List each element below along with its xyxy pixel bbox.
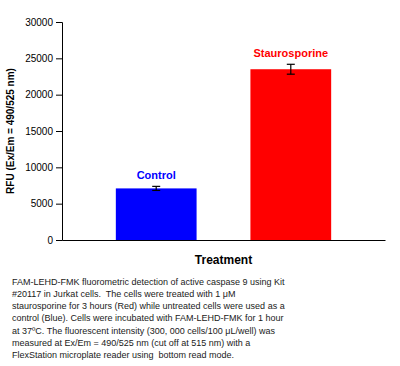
y-tick: 0 [47, 235, 62, 246]
x-axis-line [63, 240, 386, 241]
x-axis-title: Treatment [195, 253, 252, 267]
y-tick-mark [56, 58, 62, 59]
y-tick-label: 5000 [31, 198, 54, 209]
chart: 0 5000 10000 15000 20000 25000 30000 Control Sta… [0, 0, 400, 272]
y-tick: 15000 [25, 126, 62, 137]
y-tick: 10000 [25, 162, 62, 173]
category-label: Staurosporine [254, 47, 329, 59]
plot: 0 5000 10000 15000 20000 25000 30000 Control Sta… [25, 17, 385, 246]
error-bar-cap [287, 74, 295, 75]
error-bar-cap [152, 186, 160, 187]
marks [116, 64, 331, 240]
error-bar-stem [156, 186, 157, 190]
bar [116, 188, 197, 240]
error-bar-cap [287, 64, 295, 65]
y-axis-title: RFU (Ex/Em = 490/525 nm) [5, 68, 16, 194]
y-tick-mark [56, 131, 62, 132]
error-bar [287, 64, 295, 74]
y-tick-label: 20000 [25, 89, 53, 100]
error-bar-stem [290, 64, 291, 74]
y-tick-label: 30000 [25, 17, 53, 28]
y-tick-mark [56, 167, 62, 168]
y-tick-label: 15000 [25, 126, 53, 137]
error-bar [152, 186, 160, 190]
bar [250, 69, 331, 240]
y-tick-label: 10000 [25, 162, 53, 173]
y-tick: 20000 [25, 89, 62, 100]
y-tick-mark [56, 95, 62, 96]
y-tick: 30000 [25, 17, 62, 28]
y-axis: 0 5000 10000 15000 20000 25000 30000 [25, 17, 62, 246]
y-tick-label: 25000 [25, 53, 53, 64]
caption: FAM-LEHD-FMK fluorometric detection of a… [12, 276, 392, 361]
error-bar-cap [152, 190, 160, 191]
y-axis-line [56, 23, 63, 241]
y-tick: 5000 [31, 198, 62, 209]
y-tick: 25000 [25, 53, 62, 64]
y-tick-mark [56, 22, 62, 23]
x-axis [63, 240, 386, 241]
y-tick-mark [56, 240, 62, 241]
y-tick-mark [56, 204, 62, 205]
y-tick-label: 0 [47, 235, 53, 246]
category-label: Control [137, 169, 176, 181]
